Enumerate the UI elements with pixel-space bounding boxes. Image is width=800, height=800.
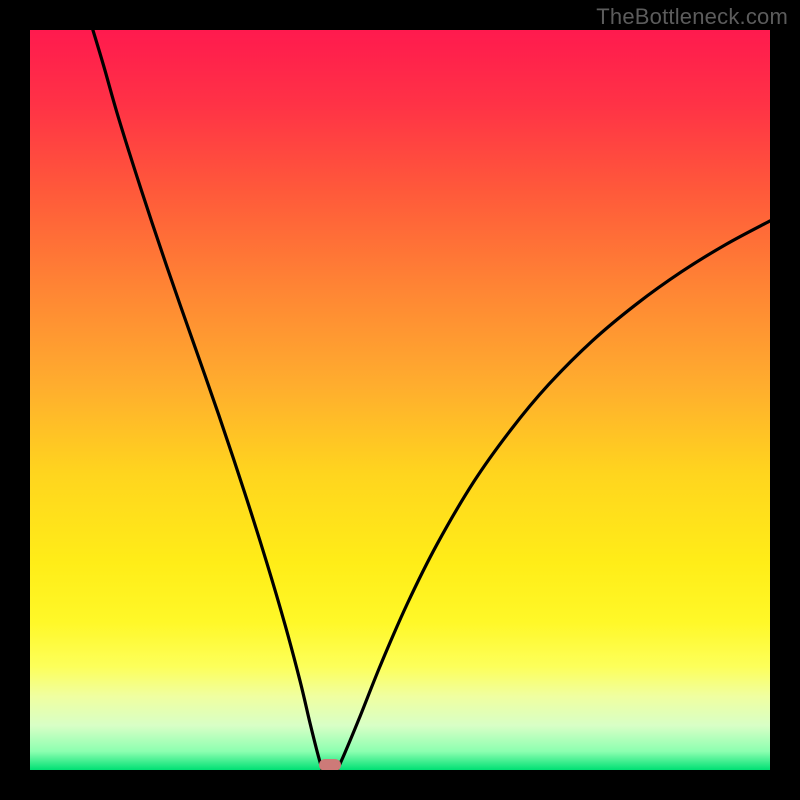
chart-root: TheBottleneck.com: [0, 0, 800, 800]
watermark-text: TheBottleneck.com: [596, 4, 788, 30]
optimal-point-marker: [319, 759, 341, 770]
plot-area: [30, 30, 770, 770]
bottleneck-curve-svg: [30, 30, 770, 770]
bottleneck-curve-path: [93, 30, 770, 770]
